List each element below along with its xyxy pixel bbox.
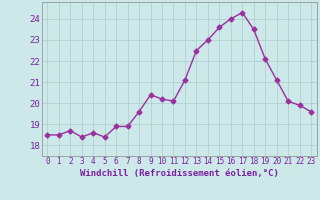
- X-axis label: Windchill (Refroidissement éolien,°C): Windchill (Refroidissement éolien,°C): [80, 169, 279, 178]
